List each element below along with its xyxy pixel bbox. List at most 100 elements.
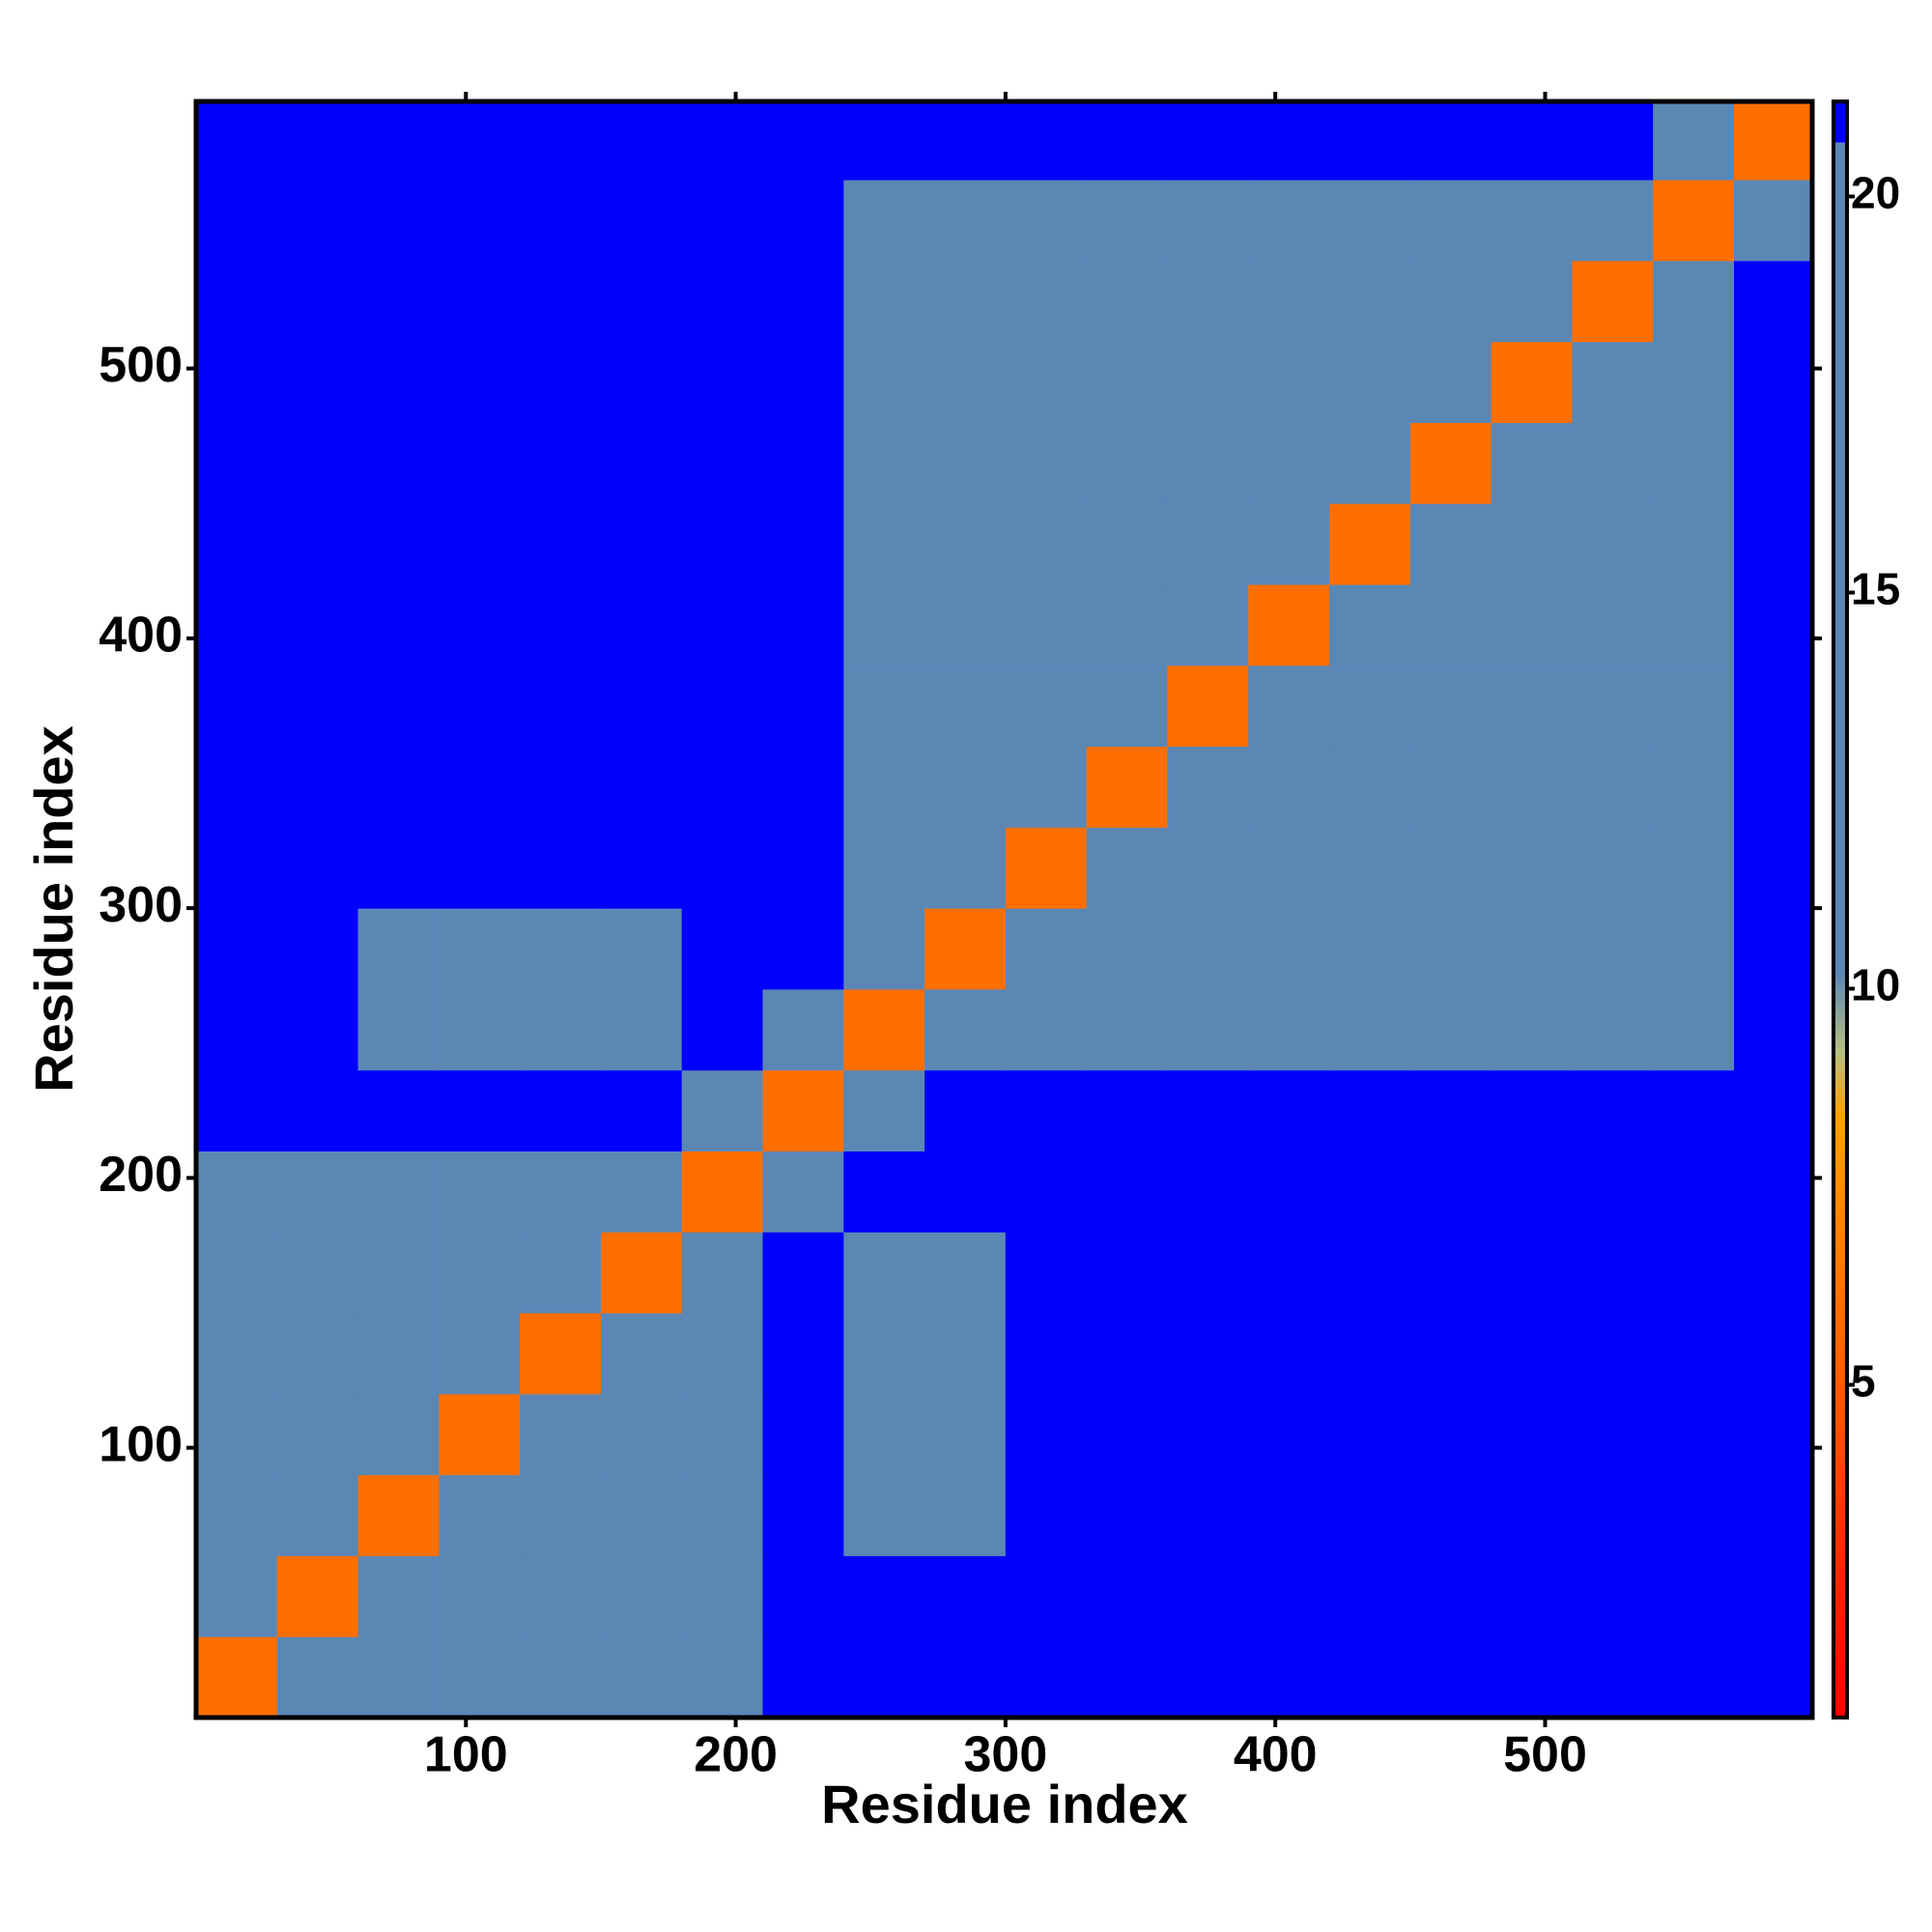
heatmap-cell bbox=[1329, 1232, 1411, 1314]
heatmap-cell bbox=[1086, 1555, 1168, 1637]
heatmap-cell bbox=[276, 341, 359, 423]
colorbar-segment bbox=[1833, 1220, 1847, 1226]
heatmap-cell bbox=[357, 1232, 440, 1314]
heatmap-cell bbox=[357, 101, 440, 181]
colorbar-segment bbox=[1833, 1544, 1847, 1548]
heatmap-cell bbox=[1491, 1232, 1573, 1314]
colorbar-segment bbox=[1833, 1018, 1847, 1024]
heatmap-cell bbox=[1167, 988, 1249, 1071]
heatmap-cell bbox=[1572, 503, 1654, 585]
colorbar-segment bbox=[1833, 509, 1847, 515]
heatmap-cell bbox=[924, 179, 1007, 262]
heatmap-cell bbox=[1248, 503, 1330, 585]
colorbar-segment bbox=[1833, 574, 1847, 580]
colorbar-segment bbox=[1833, 752, 1847, 757]
colorbar-segment bbox=[1833, 1604, 1847, 1609]
heatmap-cell bbox=[196, 1393, 278, 1476]
heatmap-cell bbox=[762, 988, 844, 1071]
colorbar-segment bbox=[1833, 585, 1847, 591]
colorbar-segment bbox=[1833, 772, 1847, 778]
heatmap-cell bbox=[520, 1393, 602, 1476]
heatmap-cell bbox=[1491, 503, 1573, 585]
colorbar-segment bbox=[1833, 990, 1847, 995]
heatmap-cell bbox=[1248, 1393, 1330, 1476]
heatmap-cell bbox=[600, 665, 683, 748]
heatmap-cell bbox=[276, 1069, 359, 1151]
colorbar-segment bbox=[1833, 783, 1847, 789]
heatmap-cell bbox=[1086, 179, 1168, 262]
colorbar-segment bbox=[1833, 1672, 1847, 1678]
heatmap-cell bbox=[1653, 1313, 1735, 1395]
heatmap-cell bbox=[1491, 908, 1573, 990]
colorbar-segment bbox=[1833, 1046, 1847, 1052]
colorbar-segment bbox=[1833, 1426, 1847, 1432]
colorbar-frame bbox=[1832, 99, 1849, 1719]
heatmap-cell bbox=[196, 1232, 278, 1314]
heatmap-cell bbox=[1086, 908, 1168, 990]
colorbar-segment bbox=[1833, 428, 1847, 434]
colorbar-segment bbox=[1833, 1216, 1847, 1222]
colorbar-segment bbox=[1833, 565, 1847, 571]
colorbar-segment bbox=[1833, 724, 1847, 728]
colorbar-segment bbox=[1833, 1325, 1847, 1331]
colorbar-segment bbox=[1833, 970, 1847, 976]
colorbar-segment bbox=[1833, 157, 1847, 163]
colorbar-segment bbox=[1833, 1236, 1847, 1242]
colorbar-segment bbox=[1833, 1628, 1847, 1634]
colorbar-segment bbox=[1833, 335, 1847, 341]
heatmap-cell bbox=[681, 1069, 764, 1151]
heatmap-cell bbox=[196, 341, 278, 423]
colorbar-segment bbox=[1833, 295, 1847, 300]
colorbar-segment bbox=[1833, 1466, 1847, 1472]
x-tick-label: 400 bbox=[1234, 1727, 1318, 1783]
heatmap-cell bbox=[439, 988, 521, 1071]
colorbar-segment bbox=[1833, 1055, 1847, 1060]
heatmap-cell bbox=[1248, 746, 1330, 828]
heatmap-cell bbox=[600, 1555, 683, 1637]
colorbar-segment bbox=[1833, 622, 1847, 628]
colorbar-segment bbox=[1833, 1531, 1847, 1537]
heatmap-cell bbox=[439, 1232, 521, 1314]
colorbar-segment bbox=[1833, 812, 1847, 817]
heatmap-cell bbox=[762, 827, 844, 909]
colorbar-segment bbox=[1833, 1297, 1847, 1302]
colorbar-segment bbox=[1833, 808, 1847, 813]
heatmap-cell bbox=[681, 422, 764, 504]
heatmap-cell bbox=[1572, 1151, 1654, 1233]
colorbar-segment bbox=[1833, 683, 1847, 689]
colorbar-segment bbox=[1833, 1228, 1847, 1234]
heatmap-cell bbox=[1572, 988, 1654, 1071]
colorbar-segment bbox=[1833, 1624, 1847, 1630]
heatmap-cell bbox=[762, 665, 844, 748]
colorbar-segment bbox=[1833, 744, 1847, 749]
colorbar-segment bbox=[1833, 1285, 1847, 1291]
colorbar-segment bbox=[1833, 230, 1847, 236]
colorbar-segment bbox=[1833, 792, 1847, 797]
colorbar-segment bbox=[1833, 1188, 1847, 1193]
colorbar-segment bbox=[1833, 974, 1847, 980]
colorbar-segment bbox=[1833, 384, 1847, 389]
y-tick-label: 300 bbox=[99, 877, 183, 933]
heatmap-cell bbox=[1491, 101, 1573, 181]
heatmap-cell bbox=[1005, 665, 1088, 748]
heatmap-cell bbox=[196, 1555, 278, 1637]
colorbar-segment bbox=[1833, 1705, 1847, 1711]
heatmap-cell bbox=[520, 1636, 602, 1719]
colorbar-segment bbox=[1833, 674, 1847, 680]
heatmap-cell bbox=[1653, 260, 1735, 343]
heatmap-cell bbox=[1572, 1393, 1654, 1476]
colorbar-segment bbox=[1833, 703, 1847, 708]
colorbar-segment bbox=[1833, 526, 1847, 530]
y-tick-label: 100 bbox=[99, 1416, 183, 1472]
colorbar-segment bbox=[1833, 837, 1847, 841]
colorbar-segment bbox=[1833, 1333, 1847, 1339]
colorbar-segment bbox=[1833, 359, 1847, 365]
colorbar-segment bbox=[1833, 901, 1847, 906]
colorbar-segment bbox=[1833, 465, 1847, 470]
colorbar-segment bbox=[1833, 222, 1847, 228]
heatmap-cell bbox=[1491, 1069, 1573, 1151]
colorbar-segment bbox=[1833, 343, 1847, 349]
colorbar-segment bbox=[1833, 933, 1847, 939]
colorbar-segment bbox=[1833, 117, 1847, 123]
colorbar-segment bbox=[1833, 376, 1847, 382]
